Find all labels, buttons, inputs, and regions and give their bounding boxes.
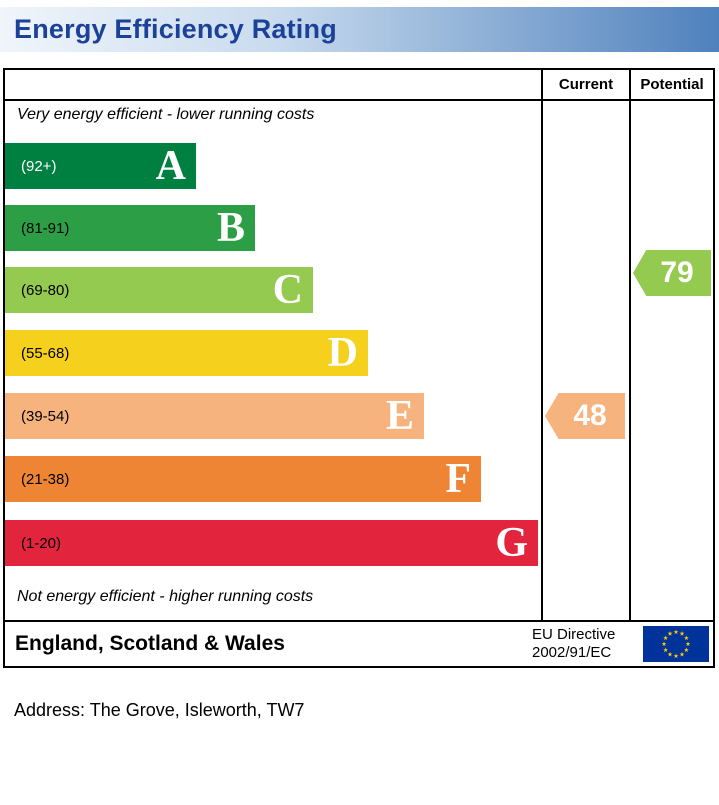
eu-directive-line2: 2002/91/EC xyxy=(532,644,612,661)
band-range-c: (69-80) xyxy=(21,281,70,299)
band-letter-g: G xyxy=(495,520,528,566)
potential-rating-tag: 79 xyxy=(633,250,711,296)
chart-footer: England, Scotland & Wales EU Directive 2… xyxy=(5,622,713,666)
band-row-e: (39-54) E xyxy=(5,393,424,439)
page-title: Energy Efficiency Rating xyxy=(14,14,337,44)
band-row-a: (92+) A xyxy=(5,143,196,189)
band-range-d: (55-68) xyxy=(21,344,70,362)
region-label: England, Scotland & Wales xyxy=(15,632,285,655)
band-row-c: (69-80) C xyxy=(5,267,313,313)
band-row-d: (55-68) D xyxy=(5,330,368,376)
potential-column-divider xyxy=(629,70,631,620)
band-range-b: (81-91) xyxy=(21,219,70,237)
band-range-e: (39-54) xyxy=(21,407,70,425)
band-letter-b: B xyxy=(216,205,245,251)
band-row-b: (81-91) B xyxy=(5,205,255,251)
band-letter-c: C xyxy=(272,267,303,313)
current-column-header: Current xyxy=(558,76,614,93)
band-range-a: (92+) xyxy=(21,157,57,175)
band-letter-d: D xyxy=(327,330,358,376)
current-rating-value: 48 xyxy=(573,399,607,432)
epc-chart: Current Potential Very energy efficient … xyxy=(3,68,715,668)
current-column-divider xyxy=(541,70,543,620)
band-range-g: (1-20) xyxy=(21,534,62,552)
eu-directive-label: EU Directive 2002/91/EC xyxy=(532,626,615,662)
band-letter-f: F xyxy=(445,456,471,502)
current-rating-tag: 48 xyxy=(545,393,625,439)
top-note: Very energy efficient - lower running co… xyxy=(17,106,315,123)
eu-flag-icon xyxy=(643,626,709,662)
band-row-g: (1-20) G xyxy=(5,520,538,566)
footer-separator xyxy=(5,620,713,622)
address-line: Address: The Grove, Isleworth, TW7 xyxy=(14,700,305,720)
bottom-note: Not energy efficient - higher running co… xyxy=(17,588,314,605)
potential-rating-value: 79 xyxy=(660,256,694,289)
band-row-f: (21-38) F xyxy=(5,456,481,502)
band-letter-a: A xyxy=(155,143,186,189)
header-separator xyxy=(5,99,713,101)
eu-directive-line1: EU Directive xyxy=(532,626,616,643)
band-letter-e: E xyxy=(385,393,414,439)
potential-column-header: Potential xyxy=(640,76,704,93)
title-bar: Energy Efficiency Rating xyxy=(0,7,719,52)
band-range-f: (21-38) xyxy=(21,470,70,488)
